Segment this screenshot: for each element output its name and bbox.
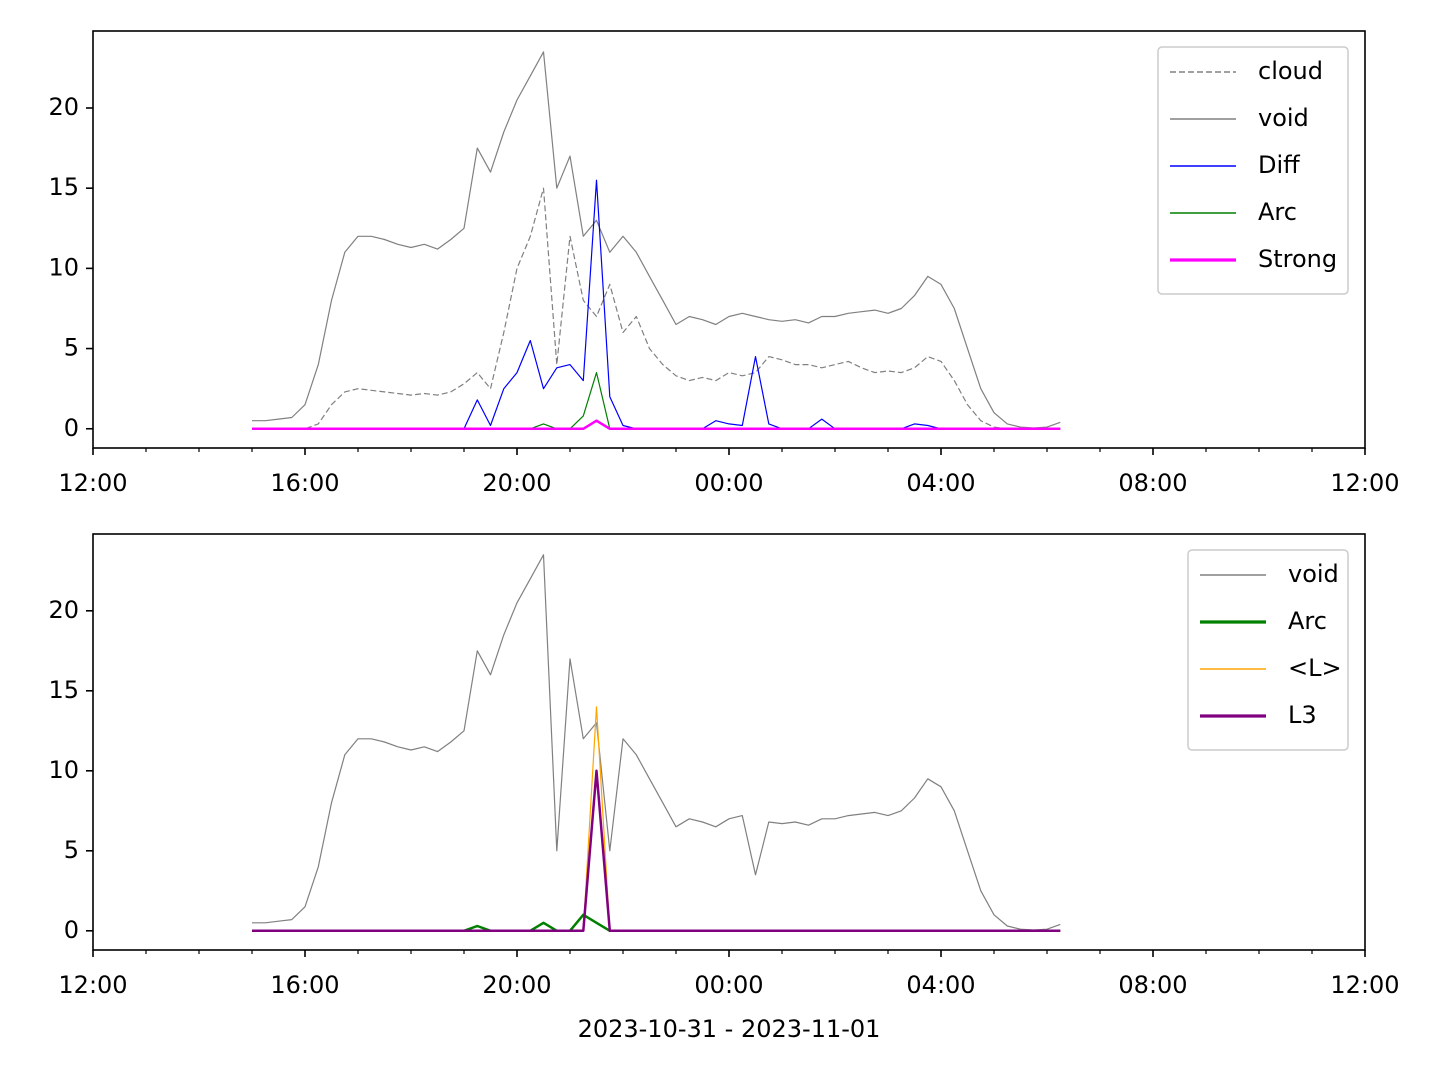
legend-label: Strong [1258, 245, 1337, 273]
x-tick-label: 08:00 [1118, 469, 1187, 497]
x-tick-label: 16:00 [270, 971, 339, 999]
legend-label: void [1288, 560, 1339, 588]
axes-frame [92, 533, 1366, 951]
series-line [252, 706, 1061, 932]
legend-box [1157, 46, 1349, 295]
x-tick-label: 12:00 [58, 469, 127, 497]
legend-label: L3 [1288, 701, 1317, 729]
series-line [252, 554, 1061, 931]
legend-box [1187, 549, 1349, 751]
y-tick-label: 20 [48, 93, 79, 121]
legend-label: void [1258, 104, 1309, 132]
y-tick-label: 5 [64, 836, 79, 864]
y-tick-label: 0 [64, 414, 79, 442]
series-line [252, 51, 1061, 429]
x-tick-label: 00:00 [694, 469, 763, 497]
x-tick-label: 16:00 [270, 469, 339, 497]
x-tick-label: 00:00 [694, 971, 763, 999]
x-tick-label: 12:00 [58, 971, 127, 999]
series-line [252, 913, 1061, 933]
series-line [252, 419, 1061, 431]
x-tick-label: 04:00 [906, 469, 975, 497]
x-tick-label: 08:00 [1118, 971, 1187, 999]
x-tick-label: 04:00 [906, 971, 975, 999]
y-tick-label: 20 [48, 596, 79, 624]
x-tick-label: 20:00 [482, 469, 551, 497]
legend-label: <L> [1288, 654, 1342, 682]
legend-label: Arc [1258, 198, 1297, 226]
legend-label: cloud [1258, 57, 1323, 85]
x-axis-label: 2023-10-31 - 2023-11-01 [578, 1015, 881, 1043]
y-tick-label: 15 [48, 173, 79, 201]
y-tick-label: 5 [64, 334, 79, 362]
series-line [252, 187, 1061, 430]
legend-label: Diff [1258, 151, 1300, 179]
legend-label: Arc [1288, 607, 1327, 635]
series-line [252, 769, 1061, 933]
series-line [252, 179, 1061, 430]
x-tick-label: 12:00 [1330, 469, 1399, 497]
y-tick-label: 0 [64, 916, 79, 944]
y-tick-label: 10 [48, 756, 79, 784]
axes-frame [92, 30, 1366, 449]
y-tick-label: 15 [48, 676, 79, 704]
x-tick-label: 20:00 [482, 971, 551, 999]
y-tick-label: 10 [48, 253, 79, 281]
series-line [252, 372, 1061, 430]
x-tick-label: 12:00 [1330, 971, 1399, 999]
